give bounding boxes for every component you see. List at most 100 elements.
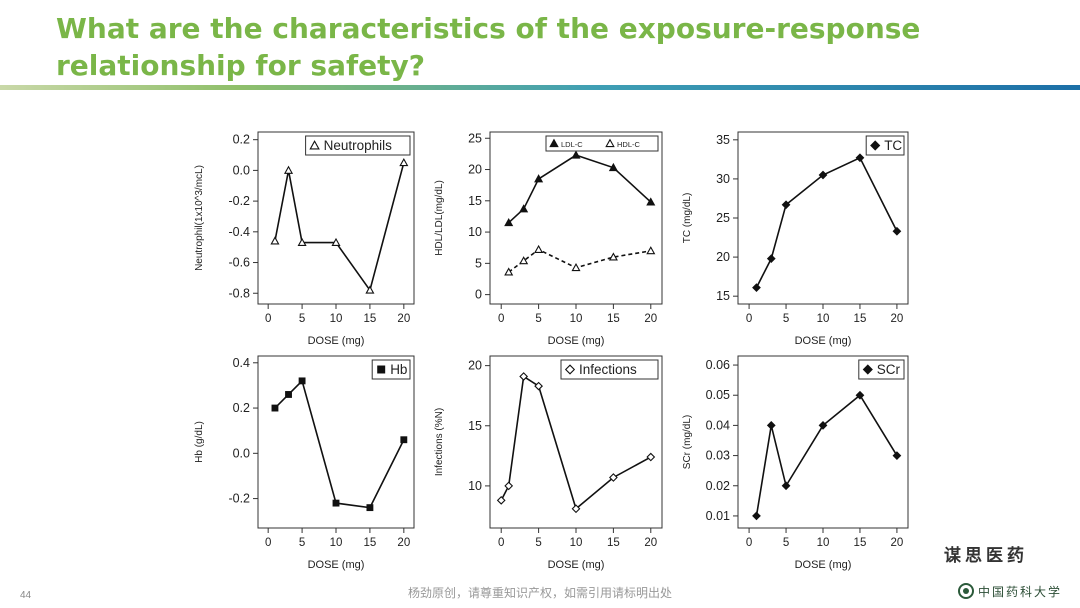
legend-box <box>545 135 659 152</box>
data-point <box>366 504 374 512</box>
university-logo: 中国药科大学 <box>958 581 1068 603</box>
plot-area-frame <box>737 355 909 529</box>
legend-marker <box>377 365 386 374</box>
legend-box <box>858 359 905 380</box>
x-tick-label: 20 <box>891 537 904 549</box>
x-tick-label: 10 <box>330 537 343 549</box>
x-axis-label: DOSE (mg) <box>795 335 852 347</box>
data-point <box>283 165 294 174</box>
data-point <box>818 170 828 180</box>
x-tick-label: 0 <box>746 313 752 325</box>
y-axis-label: Hb (g/dL) <box>194 421 205 463</box>
x-axis-label: DOSE (mg) <box>308 335 365 347</box>
x-tick-label: 0 <box>746 537 752 549</box>
page-number: 44 <box>20 590 32 601</box>
legend-label: LDL-C <box>561 140 583 149</box>
y-tick-label: 0.05 <box>706 388 730 402</box>
legend-label: Infections <box>579 362 637 377</box>
infections-chart: 0 5 10 15 20 10 15 20 DOSE (mg) Infections (%N) In… <box>434 355 663 571</box>
series-line <box>755 156 898 288</box>
x-tick-label: 15 <box>364 537 377 549</box>
data-point <box>608 252 618 261</box>
y-tick-label: 15 <box>468 419 482 433</box>
y-tick-label: 10 <box>468 225 482 239</box>
y-tick-label: 15 <box>716 289 730 303</box>
y-tick-label: 0.01 <box>706 509 730 523</box>
y-tick-label: -0.2 <box>228 194 250 208</box>
data-point <box>297 237 307 247</box>
legend-marker <box>549 138 559 148</box>
watermark-text: 谋思医药 <box>944 546 1028 566</box>
data-point <box>752 283 761 292</box>
y-tick-label: 10 <box>468 479 482 493</box>
x-tick-label: 20 <box>397 537 410 549</box>
data-point <box>332 499 340 507</box>
legend-marker <box>564 364 576 375</box>
x-tick-label: 10 <box>817 537 830 549</box>
data-point <box>365 285 375 294</box>
legend-label: TC <box>884 138 902 153</box>
legend-label: Neutrophils <box>324 138 393 153</box>
y-tick-label: 20 <box>468 163 482 177</box>
x-tick-label: 5 <box>299 313 305 325</box>
legend-box <box>865 135 905 156</box>
y-axis-label: Neutrophil(1x10^3/mcL) <box>194 165 205 271</box>
legend-label: SCr <box>877 362 901 377</box>
data-point <box>855 390 865 400</box>
data-point <box>534 381 543 391</box>
legend-box <box>560 359 659 380</box>
x-tick-label: 5 <box>535 537 541 549</box>
x-tick-label: 10 <box>817 313 830 325</box>
legend-box <box>371 359 411 380</box>
series-line <box>755 394 898 517</box>
legend-label: Hb <box>390 362 407 377</box>
x-tick-label: 20 <box>644 537 657 549</box>
x-tick-label: 0 <box>265 313 271 325</box>
copyright-note: 杨劲原创，请尊重知识产权，如需引用请标明出处 <box>407 586 672 600</box>
y-tick-label: 5 <box>475 256 482 270</box>
x-axis-label: DOSE (mg) <box>548 335 605 347</box>
legend-marker <box>870 140 881 151</box>
data-point <box>752 511 761 521</box>
data-point <box>519 204 529 213</box>
data-point <box>271 404 279 412</box>
x-tick-label: 20 <box>397 313 410 325</box>
x-tick-label: 15 <box>854 537 867 549</box>
neutrophils-chart: 0 5 10 15 20 0.2 0.0 -0.2 -0.4 -0.6 -0.8 DOSE (mg) N… <box>194 131 415 347</box>
y-tick-label: 0.2 <box>233 401 250 415</box>
y-tick-label: 25 <box>468 131 482 145</box>
data-point <box>298 377 306 385</box>
legend-label: HDL-C <box>617 140 641 149</box>
y-tick-label: 30 <box>716 172 730 186</box>
data-point <box>608 162 618 172</box>
data-point <box>646 452 656 462</box>
plot-area-frame <box>489 355 663 529</box>
y-tick-label: 15 <box>468 194 482 208</box>
title-divider-bar <box>0 85 1080 90</box>
x-axis-label: DOSE (mg) <box>308 559 365 571</box>
y-tick-label: 0 <box>475 288 482 302</box>
y-axis-label: HDL/LDL(mg/dL) <box>434 180 445 256</box>
legend-marker <box>862 364 873 375</box>
series-line <box>274 162 405 293</box>
x-axis-label: DOSE (mg) <box>795 559 852 571</box>
y-tick-label: 20 <box>716 250 730 264</box>
data-point <box>609 473 618 482</box>
y-tick-label: -0.6 <box>228 256 250 270</box>
data-point <box>766 421 776 430</box>
y-axis-label: SCr (mg/dL) <box>682 415 693 469</box>
scr-chart: 0 5 10 15 20 0.01 0.02 0.03 0.04 0.05 0.06 DOSE (mg… <box>682 355 909 571</box>
y-tick-label: 0.03 <box>706 449 730 463</box>
x-tick-label: 0 <box>265 537 271 549</box>
y-axis-label: Infections (%N) <box>434 408 445 476</box>
y-tick-label: 0.04 <box>706 418 730 432</box>
data-point <box>534 174 544 183</box>
data-point <box>331 237 341 247</box>
x-tick-label: 10 <box>570 537 583 549</box>
x-tick-label: 0 <box>498 537 504 549</box>
data-point <box>571 262 581 272</box>
x-tick-label: 5 <box>783 313 789 325</box>
plot-area-frame <box>489 131 663 305</box>
data-point <box>818 421 828 430</box>
data-point <box>519 256 529 265</box>
